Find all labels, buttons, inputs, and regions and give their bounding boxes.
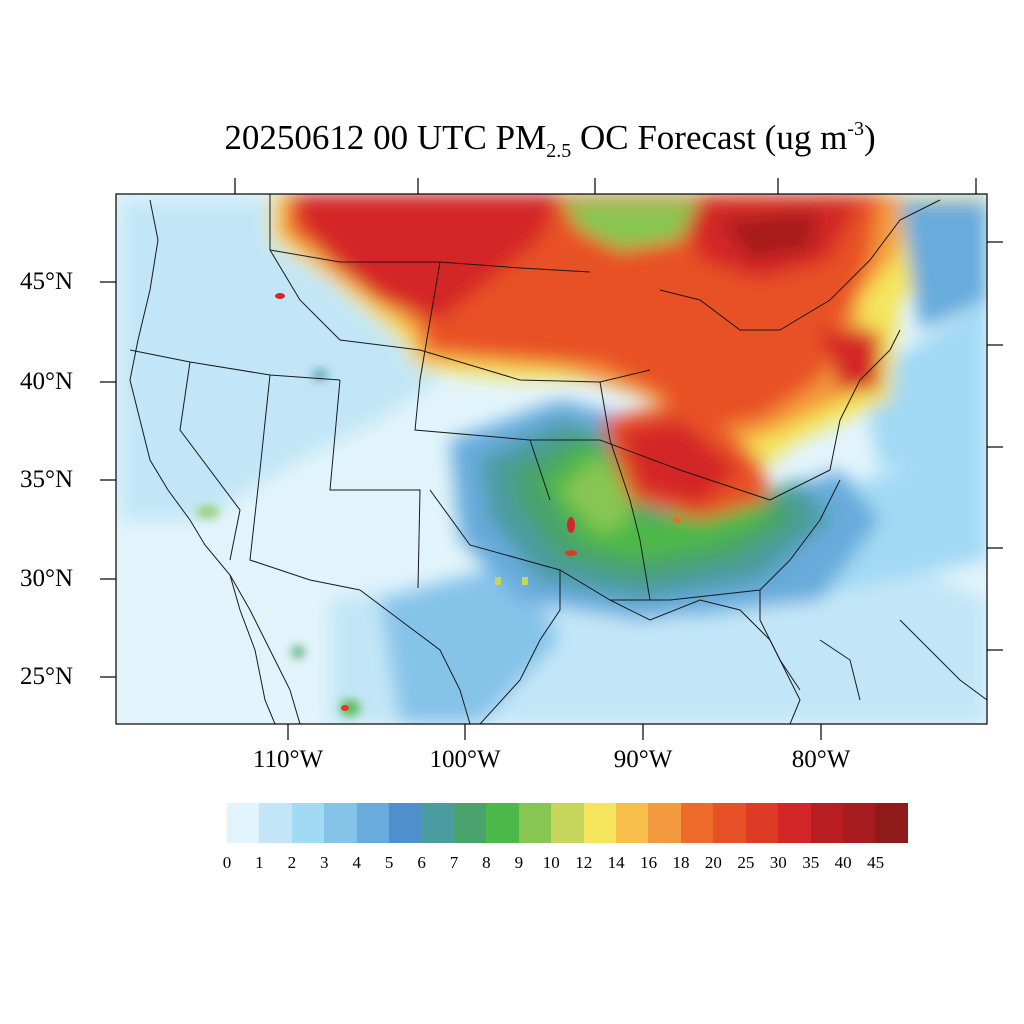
colorbar-swatch-20 (875, 803, 908, 843)
map-title: 20250612 00 UTC PM2.5 OC Forecast (ug m-… (224, 118, 876, 162)
lat-label-40n: 40°N (20, 368, 74, 395)
colorbar-label: 20 (704, 853, 722, 872)
colorbar-swatch-12 (616, 803, 649, 843)
tick-marks (100, 178, 1003, 740)
lon-label-90w: 90°W (613, 746, 673, 773)
colorbar-swatch-4 (356, 803, 390, 843)
colorbar-swatch-1 (259, 803, 292, 843)
colorbar-label: 5 (384, 853, 394, 872)
colorbar-swatch-16 (745, 803, 779, 843)
coastlines-and-borders (129, 194, 987, 724)
lat-label-25n: 25°N (20, 663, 74, 690)
colorbar-label: 18 (672, 853, 690, 872)
colorbar-swatch-13 (648, 803, 681, 843)
colorbar (227, 803, 908, 843)
colorbar-label: 45 (867, 853, 885, 872)
lat-label-30n: 30°N (20, 565, 74, 592)
colorbar-swatch-5 (389, 803, 422, 843)
colorbar-label: 25 (737, 853, 755, 872)
colorbar-label: 3 (320, 853, 329, 872)
colorbar-swatch-3 (324, 803, 357, 843)
colorbar-label: 10 (542, 853, 560, 872)
colorbar-swatch-17 (778, 803, 811, 843)
lon-label-80w: 80°W (791, 746, 851, 773)
colorbar-label: 35 (802, 853, 820, 872)
colorbar-label: 9 (514, 853, 524, 872)
map-frame (115, 193, 988, 725)
colorbar-swatch-0 (227, 803, 260, 843)
colorbar-swatch-19 (843, 803, 876, 843)
colorbar-swatch-10 (551, 803, 584, 843)
lat-label-45n: 45°N (20, 268, 74, 295)
colorbar-label: 0 (222, 853, 232, 872)
colorbar-label: 8 (482, 853, 491, 872)
colorbar-swatch-9 (518, 803, 552, 843)
colorbar-label: 1 (255, 853, 264, 872)
colorbar-label: 6 (417, 853, 426, 872)
colorbar-label: 7 (449, 853, 459, 872)
colorbar-swatch-8 (486, 803, 519, 843)
colorbar-label: 30 (769, 853, 787, 872)
colorbar-swatch-14 (680, 803, 714, 843)
colorbar-label: 40 (834, 853, 852, 872)
colorbar-label: 12 (575, 853, 593, 872)
colorbar-swatch-11 (583, 803, 617, 843)
lon-label-100w: 100°W (429, 746, 501, 773)
colorbar-swatch-2 (291, 803, 325, 843)
colorbar-swatch-15 (713, 803, 746, 843)
colorbar-label: 14 (607, 853, 625, 872)
colorbar-swatch-7 (453, 803, 487, 843)
colorbar-label: 2 (287, 853, 297, 872)
lon-label-110w: 110°W (252, 746, 324, 773)
colorbar-label: 16 (640, 853, 658, 872)
colorbar-swatch-6 (421, 803, 454, 843)
concentration-field (116, 194, 987, 724)
lat-label-35n: 35°N (20, 466, 74, 493)
colorbar-swatch-18 (810, 803, 844, 843)
colorbar-label: 4 (352, 853, 361, 872)
